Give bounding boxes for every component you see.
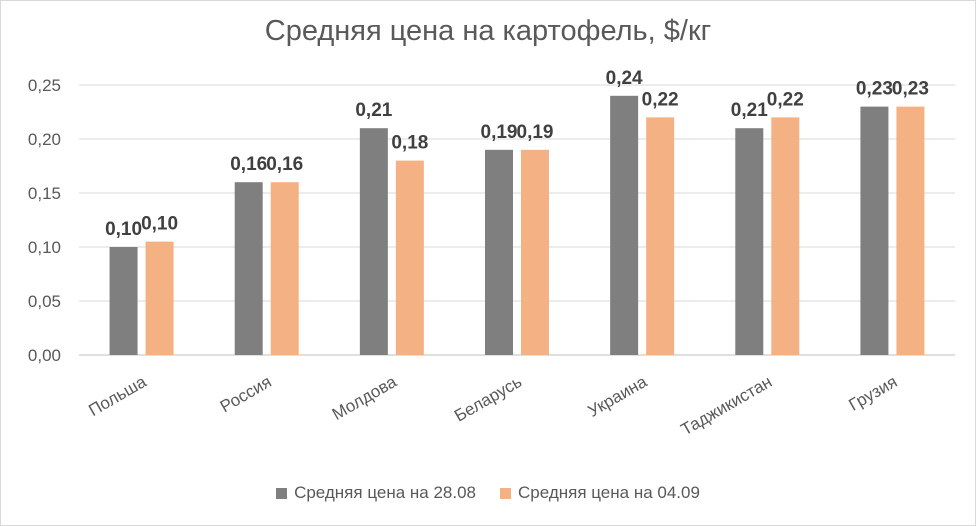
x-category-label: Украина [585, 372, 651, 421]
bar-series-2 [145, 241, 174, 355]
bar-series-2 [896, 106, 925, 355]
y-tick-label: 0,20 [28, 130, 61, 149]
y-tick-label: 0,05 [28, 292, 61, 311]
bar-series-1 [735, 128, 764, 355]
bar-series-2 [395, 160, 424, 355]
data-label: 0,23 [892, 79, 929, 100]
y-tick-label: 0,00 [28, 346, 61, 365]
bar-series-2 [270, 182, 299, 355]
y-tick-label: 0,15 [28, 184, 61, 203]
x-category-label: Молдова [329, 372, 400, 424]
data-label: 0,23 [856, 79, 893, 100]
bar-series-1 [860, 106, 889, 355]
data-label: 0,16 [230, 154, 267, 175]
legend-swatch-series-2 [500, 487, 511, 499]
bar-series-1 [610, 95, 639, 356]
bar-chart: 0,000,050,100,150,200,250,10 0,10Польша0,… [28, 68, 955, 439]
y-tick-label: 0,10 [28, 238, 61, 257]
bar-series-2 [771, 117, 800, 356]
data-label: 0,19 [481, 122, 518, 143]
x-category-label: Таджикистан [678, 372, 776, 439]
data-label: 0,10 [105, 219, 142, 240]
bar-series-1 [359, 128, 388, 355]
legend-swatch-series-1 [276, 487, 288, 499]
bar-series-2 [521, 149, 549, 355]
x-category-label: Польша [85, 372, 150, 420]
bar-series-1 [234, 182, 263, 355]
data-label: 0,16 [266, 154, 303, 175]
legend-item-series-1: Средняя цена на 28.08 [276, 483, 476, 503]
y-tick-label: 0,25 [28, 76, 61, 95]
data-label: 0,19 [517, 122, 554, 143]
data-label: 0,22 [642, 89, 679, 110]
data-label: 0,21 [731, 100, 768, 121]
bar-series-2 [646, 117, 675, 356]
legend-item-series-2: Средняя цена на 04.09 [500, 483, 700, 503]
legend-label-series-2: Средняя цена на 04.09 [518, 483, 700, 502]
bar-series-1 [109, 247, 138, 355]
data-label: 0,18 [391, 133, 428, 154]
x-category-label: Беларусь [451, 372, 525, 426]
legend: Средняя цена на 28.08 Средняя цена на 04… [1, 483, 975, 503]
x-category-label: Грузия [845, 372, 900, 415]
chart-title: Средняя цена на картофель, $/кг [264, 15, 712, 47]
data-label: 0,10 [141, 214, 178, 235]
x-category-label: Россия [217, 372, 275, 416]
data-label: 0,24 [606, 68, 643, 89]
data-label: 0,22 [767, 89, 804, 110]
bar-series-1 [485, 149, 513, 355]
legend-label-series-1: Средняя цена на 28.08 [294, 483, 476, 502]
data-label: 0,21 [355, 100, 392, 121]
